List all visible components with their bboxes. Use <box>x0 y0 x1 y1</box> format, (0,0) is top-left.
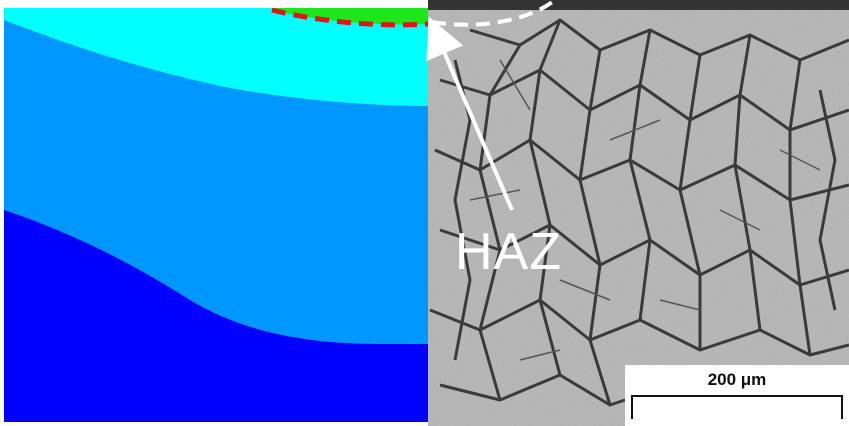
micrograph-panel <box>428 0 849 426</box>
cyan-zone <box>4 8 428 106</box>
fusion-line-red-dashed <box>271 7 429 28</box>
scale-bar: 200 μm <box>625 365 849 426</box>
fusion-zone-green <box>272 8 428 25</box>
scale-bar-tick-left <box>631 395 633 419</box>
micrograph-top-dark-band <box>428 0 849 10</box>
haz-arrow <box>426 16 514 211</box>
micrograph-background <box>428 0 849 426</box>
simulation-panel <box>4 7 429 422</box>
grain-boundaries <box>429 18 849 407</box>
scale-bar-label: 200 μm <box>707 370 767 389</box>
scale-bar-tick-right <box>841 395 843 419</box>
haz-boundary-white-dashed <box>431 0 557 27</box>
grain-boundaries-fine <box>469 59 821 361</box>
scale-bar-line <box>631 395 842 397</box>
haz-label: HAZ <box>455 223 562 281</box>
